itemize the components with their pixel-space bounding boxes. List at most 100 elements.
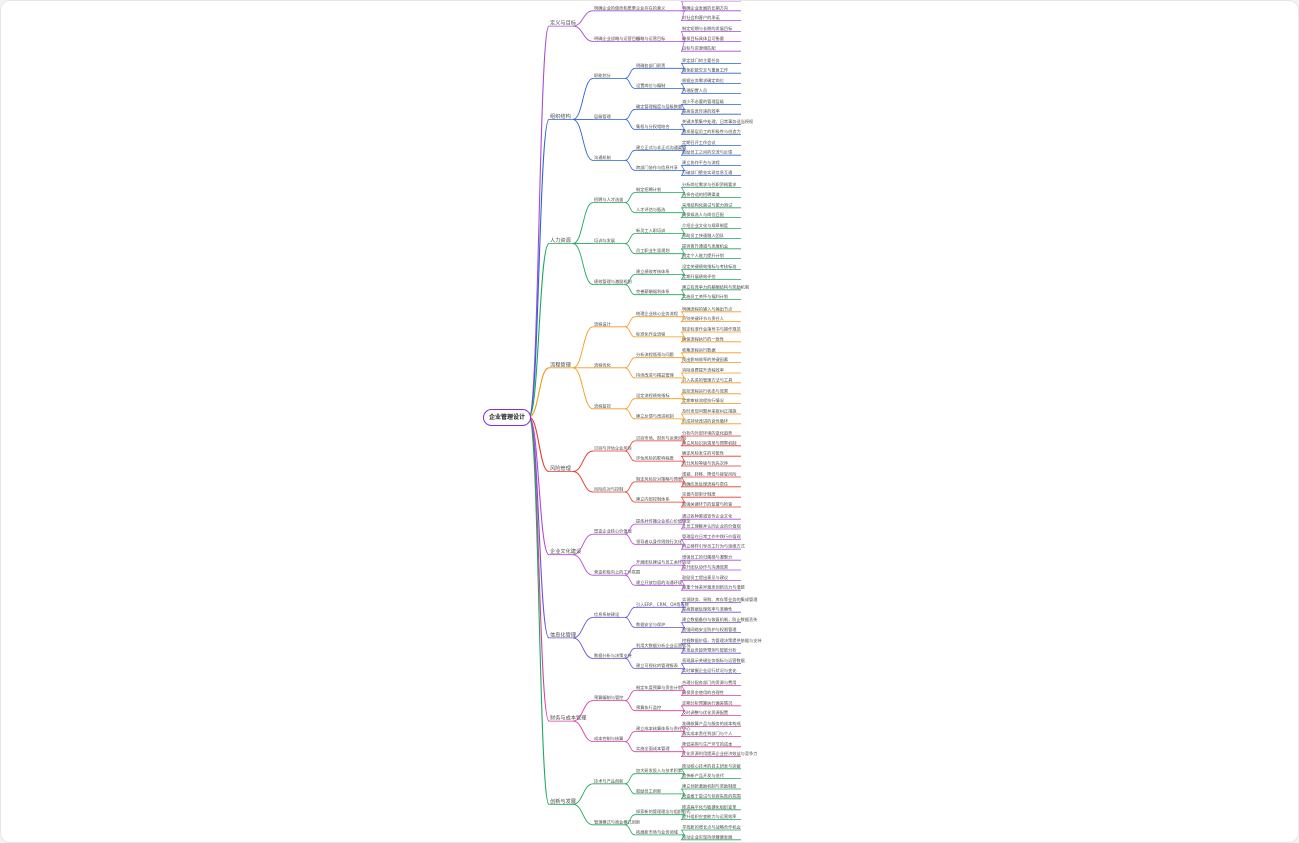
leaf-node[interactable]: 加强网络安全防护与权限管理: [682, 626, 737, 633]
leaf-node[interactable]: 提高信息传递的效率: [682, 108, 720, 115]
detail-node[interactable]: 提炼并传播企业核心价值理念: [636, 518, 691, 525]
detail-node[interactable]: 领导者以身作则践行文化: [636, 538, 683, 545]
leaf-node[interactable]: 定期召开工作会议: [682, 139, 716, 146]
detail-node[interactable]: 完善薪酬福利体系: [636, 288, 670, 295]
detail-node[interactable]: 识别市场、财务与运营风险: [636, 434, 687, 441]
leaf-node[interactable]: 尊重个体差异激发创新活力与潜能: [682, 584, 746, 591]
subtopic-node[interactable]: 层级管理: [594, 113, 612, 120]
detail-node[interactable]: 鼓励员工创新: [636, 787, 661, 794]
leaf-node[interactable]: 挖掘数据价值，为管理决策提供依据与支持: [682, 637, 762, 644]
leaf-node[interactable]: 确保流程执行的一致性: [682, 335, 724, 342]
leaf-node[interactable]: 关键决策集中处理，日常事务适当授权: [682, 118, 754, 125]
detail-node[interactable]: 建立开放包容的沟通环境: [636, 579, 682, 586]
detail-node[interactable]: 新员工入职培训: [636, 227, 665, 234]
branch-node[interactable]: 创新与发展: [550, 797, 576, 805]
detail-node[interactable]: 预算执行监控: [636, 704, 662, 711]
subtopic-node[interactable]: 成本控制与核算: [594, 735, 623, 742]
leaf-node[interactable]: 制定标准作业指导书与操作规范: [682, 326, 741, 333]
detail-node[interactable]: 制定风险应对策略与预案: [636, 475, 683, 482]
subtopic-node[interactable]: 技术与产品创新: [594, 777, 623, 784]
leaf-node[interactable]: 识别关键环节与责任人: [682, 315, 725, 322]
branch-node[interactable]: 企业文化建设: [550, 547, 581, 555]
leaf-node[interactable]: 建立风险识别清单与预警机制: [682, 439, 736, 446]
detail-node[interactable]: 持续改进与精益管理: [636, 371, 675, 378]
leaf-node[interactable]: 引入先进的管理方法与工具: [682, 376, 733, 383]
leaf-node[interactable]: 加强关键环节的监督与检查: [682, 501, 733, 508]
detail-node[interactable]: 探索新的管理理念与组织形式: [636, 808, 691, 815]
leaf-node[interactable]: 树立榜样引导员工行为与思维方式: [682, 543, 746, 550]
leaf-node[interactable]: 确保候选人与岗位匹配: [682, 211, 725, 218]
leaf-node[interactable]: 规避、转移、降低与接受风险: [682, 471, 737, 478]
detail-node[interactable]: 建立正式与非正式沟通渠道: [636, 144, 687, 151]
leaf-node[interactable]: 帮助员工快速融入团队: [682, 232, 725, 239]
detail-node[interactable]: 数据安全与保护: [636, 621, 665, 628]
detail-node[interactable]: 建立反馈与改进机制: [636, 412, 674, 419]
leaf-node[interactable]: 准确核算产品与服务的成本构成: [682, 720, 741, 727]
detail-node[interactable]: 加大研发投入与技术积累: [636, 767, 682, 774]
leaf-node[interactable]: 实时掌握企业运行状况与变化: [682, 667, 737, 674]
leaf-node[interactable]: 定期开展绩效评估: [682, 273, 716, 280]
detail-node[interactable]: 分析流程瓶颈与问题: [636, 351, 675, 358]
detail-node[interactable]: 跨部门协作与信息共享: [636, 164, 678, 171]
leaf-node[interactable]: 营造敢于尝试与包容失败的氛围: [682, 792, 741, 799]
leaf-node[interactable]: 推动企业实现持续健康发展: [682, 833, 733, 840]
leaf-node[interactable]: 实施员工关怀与福利计划: [682, 293, 728, 300]
subtopic-node[interactable]: 绩效管理与激励机制: [594, 278, 632, 285]
branch-node[interactable]: 流程管理: [550, 360, 572, 368]
subtopic-node[interactable]: 沟通机制: [594, 154, 611, 161]
leaf-node[interactable]: 目标与资源相匹配: [682, 45, 716, 52]
detail-node[interactable]: 人才评估与甄选: [636, 206, 666, 213]
leaf-node[interactable]: 对社会和客户的承诺: [682, 14, 720, 21]
leaf-node[interactable]: 监控流程运行状态与效果: [682, 387, 729, 394]
leaf-node[interactable]: 建立协作平台与流程: [682, 159, 721, 166]
leaf-node[interactable]: 让员工理解并认同企业的价值观: [682, 523, 741, 530]
leaf-node[interactable]: 制定个人能力提升计划: [682, 252, 724, 259]
subtopic-node[interactable]: 职能划分: [594, 72, 612, 79]
subtopic-node[interactable]: 招聘与人才选拔: [594, 196, 624, 203]
leaf-node[interactable]: 分析内外部环境的变化趋势: [682, 430, 733, 437]
leaf-node[interactable]: 及时调整与优化资源配置: [682, 709, 728, 716]
leaf-node[interactable]: 落实成本责任到部门与个人: [682, 730, 733, 737]
subtopic-node[interactable]: 预算编制与管控: [594, 694, 624, 701]
subtopic-node[interactable]: 管理模式与商业模式创新: [594, 818, 640, 825]
leaf-node[interactable]: 及时发现问题并采取纠正措施: [682, 408, 737, 415]
leaf-node[interactable]: 激发基层员工的积极性与创造力: [682, 128, 741, 135]
leaf-node[interactable]: 完善内部审计制度: [682, 491, 716, 498]
leaf-node[interactable]: 直观展示关键业务指标与运营数据: [682, 657, 745, 664]
leaf-node[interactable]: 鼓励员工之间的交流与反馈: [682, 149, 733, 156]
detail-node[interactable]: 战略与运营目标: [636, 35, 665, 42]
leaf-node[interactable]: 分析岗位需求与任职资格要求: [682, 181, 737, 188]
leaf-node[interactable]: 定期分析预算执行偏差情况: [682, 699, 733, 706]
leaf-node[interactable]: 鼓励员工提出意见与建议: [682, 574, 729, 581]
leaf-node[interactable]: 通过各种渠道宣传企业文化: [682, 513, 733, 520]
leaf-node[interactable]: 打破部门壁垒实现信息互通: [682, 169, 733, 176]
leaf-node[interactable]: 选择合适的招聘渠道: [682, 191, 721, 198]
leaf-node[interactable]: 合理配置人员: [682, 87, 707, 94]
leaf-node[interactable]: 合理分配各部门的资源与费用: [682, 679, 736, 686]
leaf-node[interactable]: 定期审核流程执行情况: [682, 397, 725, 404]
subtopic-node[interactable]: 流程优化: [594, 361, 612, 368]
leaf-node[interactable]: 增强员工的归属感与凝聚力: [682, 554, 732, 561]
leaf-node[interactable]: 找出影响效率的关键因素: [682, 356, 728, 363]
subtopic-node[interactable]: 培训与发展: [594, 237, 616, 244]
leaf-node[interactable]: 形成持续改进的良性循环: [682, 417, 728, 424]
leaf-node[interactable]: 实现财务、采购、库存等业务的集成管理: [682, 596, 758, 603]
leaf-node[interactable]: 界定部门的主要任务: [682, 57, 721, 64]
detail-node[interactable]: 制定招聘计划: [636, 186, 661, 193]
leaf-node[interactable]: 根据业务需求确定岗位: [682, 77, 724, 84]
subtopic-node[interactable]: 数据分析与决策支持: [594, 652, 632, 659]
detail-node[interactable]: 集权与分权相结合: [636, 123, 670, 130]
branch-node[interactable]: 财务与成本管理: [550, 714, 587, 722]
leaf-node[interactable]: 确定风险发生的可能性: [682, 450, 724, 457]
detail-node[interactable]: 引入ERP、CRM、OA等系统: [636, 601, 689, 608]
leaf-node[interactable]: 提供晋升通道与发展机会: [682, 242, 729, 249]
leaf-node[interactable]: 划分风险等级与优先次序: [682, 460, 728, 467]
leaf-node[interactable]: 介绍企业文化与规章制度: [682, 222, 729, 229]
subtopic-node[interactable]: 流程监控: [594, 402, 612, 409]
leaf-node[interactable]: 确保资金使用的合理性: [682, 689, 724, 696]
leaf-node[interactable]: 加快新产品开发与迭代: [682, 772, 725, 779]
leaf-node[interactable]: 推动核心技术的自主研发与突破: [682, 762, 741, 769]
detail-node[interactable]: 评估风险的影响程度: [636, 455, 675, 462]
detail-node[interactable]: 确定管理幅度与层级数量: [636, 103, 682, 110]
detail-node[interactable]: 建立可视化的管理报表: [636, 662, 679, 669]
